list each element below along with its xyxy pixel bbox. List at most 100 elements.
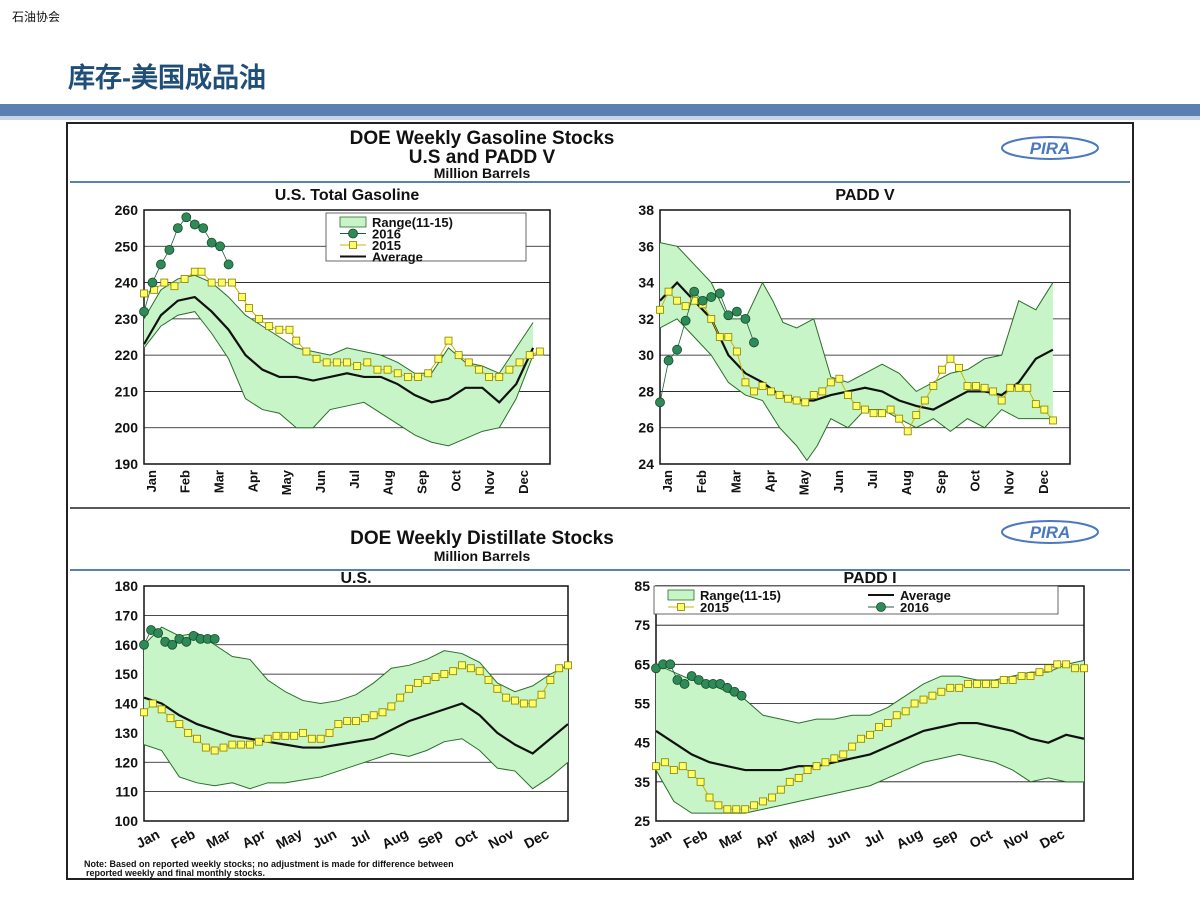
series-2015-point	[272, 731, 281, 740]
chart-title: U.S.	[340, 570, 371, 587]
legend-label: 2015	[372, 238, 401, 253]
y-tick-label: 55	[634, 696, 650, 712]
gasoline-section-title: DOE Weekly Gasoline Stocks	[350, 128, 615, 149]
y-tick-label: 190	[115, 456, 139, 472]
series-2015-point	[373, 365, 382, 374]
x-tick-label: May	[279, 469, 294, 495]
series-2015-point	[1071, 664, 1079, 673]
x-tick-label: Jul	[861, 827, 886, 851]
series-2015-point	[316, 734, 325, 743]
series-2015-point	[343, 717, 352, 726]
series-2016-point	[139, 639, 149, 650]
series-2016-point	[740, 313, 751, 324]
series-2016-point	[680, 315, 691, 326]
y-tick-label: 45	[634, 735, 650, 751]
series-2015-point	[696, 777, 705, 786]
series-2015-point	[422, 676, 431, 684]
x-tick-label: Aug	[379, 825, 411, 852]
legend-key-range	[667, 589, 695, 601]
series-2015-point	[537, 690, 546, 699]
figure-canvas: DOE Weekly Gasoline Stocks U.S and PADD …	[70, 128, 1130, 878]
chart-us-distillate: U.S. 100 110 120 130 140 150 160 170 180 Jan Feb Mar…	[115, 570, 572, 852]
series-2016-point	[181, 212, 192, 223]
series-2015-point	[403, 373, 412, 381]
series-2016-point	[198, 223, 209, 234]
range-low-line	[655, 753, 1084, 814]
average-line	[143, 295, 535, 404]
series-2015-point	[705, 793, 714, 802]
pira-logo-text-top: PIRA	[1030, 139, 1071, 158]
series-2015-point	[255, 314, 263, 323]
legend-label: Range(11-15)	[700, 588, 781, 603]
series-2016-point	[689, 286, 700, 297]
series-2016-point	[215, 241, 226, 252]
series-2016-point	[749, 337, 759, 348]
chart-title: PADD I	[843, 570, 896, 587]
x-tick-label: May	[797, 469, 812, 495]
series-2015-point	[325, 728, 334, 737]
series-2015-point	[955, 683, 964, 692]
series-2015-point	[148, 699, 157, 708]
series-2015-point	[180, 275, 189, 283]
series-2015-point	[741, 378, 750, 387]
chart-padd5-gasoline: PADD V 24 26 28 30 32 34 36 38 Jan Feb Mar Apr May Jun…	[638, 187, 1071, 495]
series-2015-point	[714, 801, 723, 810]
series-2015-point	[237, 740, 246, 749]
series-2015-point	[396, 693, 405, 702]
series-2015-point	[387, 702, 396, 711]
series-2015-point	[219, 743, 228, 752]
gasoline-section-title-2: U.S and PADD V	[409, 147, 556, 168]
series-2015-point	[656, 305, 664, 314]
series-2015-point	[254, 737, 263, 746]
series-2015-point	[302, 347, 311, 356]
series-2015-point	[424, 369, 433, 378]
y-tick-label: 170	[115, 607, 139, 623]
series-2015-point	[238, 293, 247, 301]
series-2015-point	[528, 699, 537, 708]
series-2015-point	[989, 387, 998, 396]
series-2015-point	[281, 731, 290, 740]
series-2015-point	[980, 383, 989, 392]
series-2015-point	[1044, 664, 1053, 673]
series-2015-point	[990, 680, 999, 688]
series-2016-point	[736, 690, 747, 701]
x-tick-label: Apr	[752, 826, 781, 852]
y-tick-label: 100	[115, 813, 139, 829]
series-2016-point	[139, 306, 149, 317]
series-2015-point	[687, 770, 696, 778]
series-2015-point	[193, 734, 201, 743]
series-2015-point	[502, 693, 511, 702]
series-2015-point	[197, 267, 206, 276]
series-2015-point	[892, 711, 901, 720]
y-tick-label: 110	[115, 784, 138, 800]
y-tick-label: 26	[638, 420, 654, 436]
series-2016-point	[147, 277, 158, 288]
series-2015-point	[776, 785, 785, 794]
series-2015-point	[449, 667, 458, 676]
series-2015-point	[866, 730, 874, 739]
x-tick-label: Sep	[415, 470, 430, 494]
series-2016-point	[164, 245, 175, 255]
x-tick-label: Mar	[728, 470, 743, 493]
series-2015-point	[475, 365, 483, 374]
x-tick-label: Oct	[448, 469, 463, 491]
series-2015-point	[964, 680, 972, 688]
series-2015-point	[937, 365, 946, 374]
series-2015-point	[444, 336, 453, 345]
x-tick-label: Jul	[347, 827, 372, 851]
series-2015-point	[353, 362, 362, 370]
series-2015-point	[946, 683, 955, 692]
series-2015-point	[244, 304, 253, 312]
legend-label: 2016	[900, 600, 929, 615]
series-2015-point	[852, 402, 861, 410]
series-2015-point	[360, 714, 369, 723]
series-2015-point	[920, 396, 929, 405]
range-band	[660, 242, 1053, 461]
series-2015-point	[785, 777, 794, 786]
series-2015-point	[1017, 672, 1026, 680]
y-tick-label: 210	[115, 383, 139, 399]
org-label: 石油协会	[12, 10, 61, 24]
legend-key-2016	[876, 602, 886, 612]
y-tick-label: 160	[115, 637, 139, 653]
legend-label: 2016	[372, 227, 401, 242]
